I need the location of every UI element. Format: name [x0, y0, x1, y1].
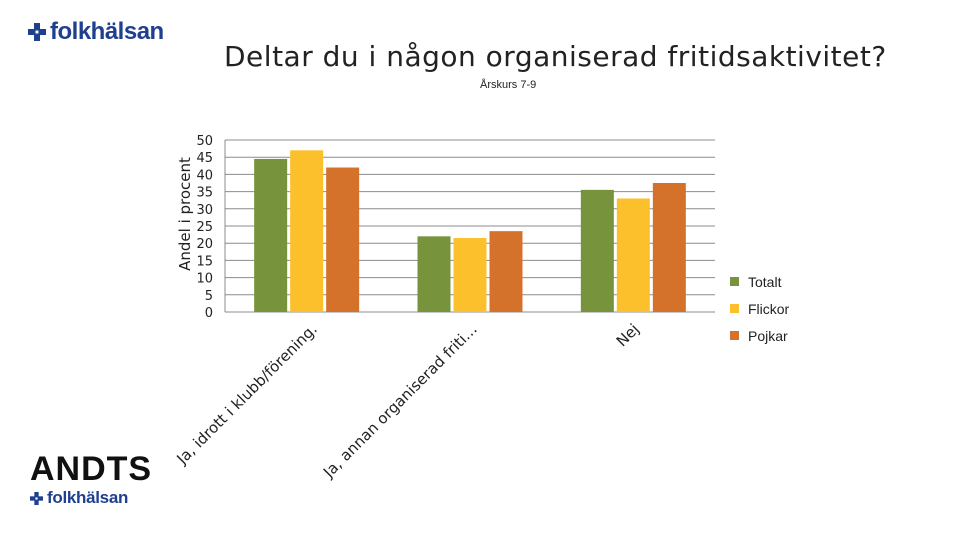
folkhalsan-cross-icon: [30, 491, 43, 505]
legend-label: Pojkar: [748, 327, 788, 344]
bar: [580, 189, 614, 312]
y-tick-label: 10: [196, 272, 213, 287]
legend-label: Totalt: [748, 273, 782, 290]
legend-swatch: [730, 277, 739, 286]
x-category-labels: Ja, idrott i klubb/förening. Ja, annan or…: [172, 320, 642, 482]
y-tick-label: 50: [196, 134, 213, 149]
legend-label: Flickor: [748, 300, 790, 317]
x-category-label: Ja, annan organiserad friti…: [319, 320, 481, 482]
y-tick-label: 15: [196, 254, 213, 269]
y-tick-label: 25: [196, 220, 213, 235]
bar: [453, 238, 487, 312]
bar: [616, 198, 650, 312]
bar: [326, 167, 360, 312]
folkhalsan-logo-bottom: folkhälsan: [30, 488, 128, 508]
bars: [254, 150, 686, 312]
bar: [290, 150, 324, 312]
y-tick-label: 35: [196, 186, 213, 201]
bar: [417, 236, 451, 312]
legend-item: Pojkar: [730, 322, 789, 349]
y-axis-label: Andel i procent: [176, 157, 194, 271]
bar: [254, 158, 288, 312]
y-tick-labels: 0 5 10 15 20 25 30 35 40 45 50: [196, 134, 213, 321]
folkhalsan-cross-icon: [28, 23, 46, 41]
x-category-label: Nej: [613, 320, 643, 350]
chart-subtitle: Årskurs 7-9: [480, 79, 537, 91]
chart-legend: Totalt Flickor Pojkar: [730, 268, 789, 349]
legend-swatch: [730, 304, 739, 313]
legend-item: Totalt: [730, 268, 789, 295]
bar: [489, 231, 523, 312]
folkhalsan-logo-text: folkhälsan: [50, 18, 164, 45]
andts-logo: ANDTS: [30, 450, 153, 488]
folkhalsan-logo-bottom-text: folkhälsan: [47, 488, 129, 507]
legend-swatch: [730, 331, 739, 340]
legend-item: Flickor: [730, 295, 789, 322]
x-category-label: Ja, idrott i klubb/förening.: [172, 320, 320, 468]
chart-title: Deltar du i någon organiserad fritidsakt…: [224, 40, 887, 73]
y-tick-label: 40: [196, 168, 213, 183]
y-tick-label: 30: [196, 203, 213, 218]
y-tick-label: 5: [205, 289, 213, 304]
bar: [652, 183, 686, 312]
y-tick-label: 20: [196, 237, 213, 252]
folkhalsan-logo-top: folkhälsan: [28, 18, 164, 46]
y-tick-label: 45: [196, 151, 213, 166]
y-tick-label: 0: [205, 306, 213, 321]
